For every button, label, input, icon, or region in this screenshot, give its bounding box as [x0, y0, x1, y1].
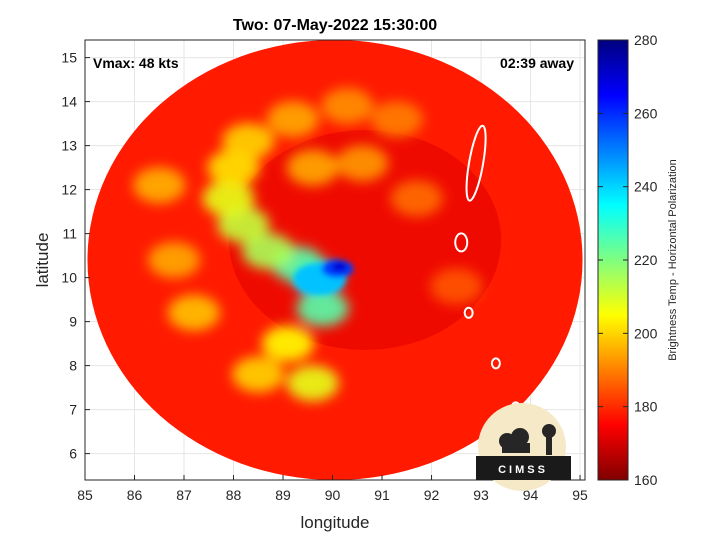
vmax-annotation: Vmax: 48 kts [93, 55, 179, 71]
time-away-annotation: 02:39 away [500, 55, 574, 71]
rainband-cell [222, 123, 275, 160]
y-tick-label: 6 [69, 446, 77, 462]
x-tick-label: 86 [127, 487, 143, 503]
x-tick-label: 90 [325, 487, 341, 503]
y-tick-label: 7 [69, 402, 77, 418]
y-tick-label: 9 [69, 314, 77, 330]
island-outline [454, 232, 469, 253]
colorbar-ticks: 160 180 200 220 240 260 280 [598, 32, 658, 488]
x-tick-label: 87 [176, 487, 192, 503]
x-axis-ticks: 85 86 87 88 89 90 91 92 93 94 95 [77, 475, 588, 503]
rainband-cell [286, 149, 339, 186]
colorbar-tick-label: 240 [634, 179, 658, 195]
rainband-cell [232, 356, 285, 393]
x-axis-label: longitude [300, 513, 369, 532]
storm-core-layer [293, 259, 354, 295]
colorbar-tick-label: 220 [634, 252, 658, 268]
rainband-cell [430, 268, 483, 305]
colorbar-tick-label: 280 [634, 32, 658, 48]
colorbar-tick-label: 200 [634, 325, 658, 341]
plot-frame [84, 39, 586, 481]
rainband-cell [321, 88, 374, 124]
y-tick-label: 13 [61, 138, 77, 154]
cimss-logo: CIMSS [476, 403, 571, 491]
y-tick-label: 15 [61, 50, 77, 66]
x-tick-label: 93 [473, 487, 489, 503]
rainband-cell [133, 167, 186, 204]
x-tick-label: 95 [572, 487, 588, 503]
island-outline [490, 357, 501, 370]
rainband-cell [261, 325, 314, 362]
y-tick-label: 14 [61, 94, 77, 110]
colorbar-tick-label: 260 [634, 105, 658, 121]
rainband-cell [390, 180, 443, 217]
rainband-cell [286, 365, 339, 402]
island-outline [463, 306, 474, 319]
rainband-cell [202, 180, 255, 217]
y-tick-label: 8 [69, 358, 77, 374]
rainband-cell [336, 145, 389, 182]
y-tick-label: 10 [61, 270, 77, 286]
colorbar-tick-label: 180 [634, 399, 658, 415]
storm-center [331, 261, 348, 272]
x-tick-label: 85 [77, 487, 93, 503]
rainband-cell [167, 294, 220, 331]
x-tick-label: 89 [275, 487, 291, 503]
colorbar-tick-label: 160 [634, 472, 658, 488]
y-tick-label: 12 [61, 182, 77, 198]
colorbar-label: Brightness Temp - Horizontal Polarizatio… [667, 159, 679, 361]
rainband-cell [148, 242, 201, 278]
x-tick-label: 88 [226, 487, 242, 503]
x-tick-label: 91 [374, 487, 390, 503]
rainband-cell [242, 233, 295, 270]
logo-text: CIMSS [498, 464, 548, 476]
rainband-cell [370, 101, 423, 138]
y-tick-label: 11 [62, 226, 77, 242]
x-tick-label: 92 [424, 487, 440, 503]
x-tick-label: 94 [523, 487, 539, 503]
y-axis-ticks: 6 7 8 9 10 11 12 13 14 15 [61, 50, 90, 462]
chart-title: Two: 07-May-2022 15:30:00 [233, 17, 437, 34]
island-outline [465, 124, 487, 202]
rainband-cell [266, 101, 319, 138]
rainband-cell [296, 290, 349, 327]
y-axis-label: latitude [33, 233, 52, 288]
